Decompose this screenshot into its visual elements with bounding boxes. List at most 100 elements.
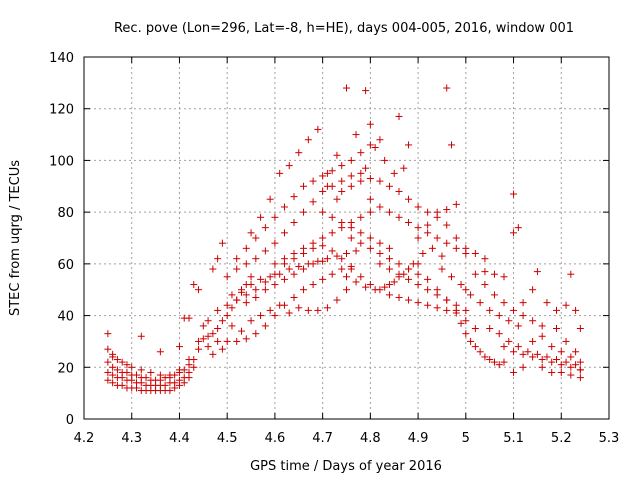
data-point-marker <box>553 356 560 364</box>
data-point-marker <box>271 239 279 247</box>
data-point-marker <box>543 299 551 307</box>
data-point-marker <box>109 363 117 371</box>
data-point-marker <box>109 371 117 379</box>
data-point-marker <box>443 206 451 214</box>
data-point-marker <box>338 187 346 195</box>
data-point-marker <box>290 193 298 201</box>
data-point-marker <box>357 273 365 281</box>
y-tick-labels: 0 20 40 60 80 100 120 140 <box>49 51 74 428</box>
data-point-marker <box>510 368 518 376</box>
data-point-marker <box>261 224 269 232</box>
data-point-marker <box>533 268 541 276</box>
data-point-marker <box>319 234 327 242</box>
data-point-marker <box>548 368 556 376</box>
data-point-marker <box>343 250 350 258</box>
y-tick-label: 120 <box>49 103 74 118</box>
data-point-marker <box>357 177 365 185</box>
data-point-marker <box>543 353 551 361</box>
data-point-marker <box>500 343 508 351</box>
data-point-marker <box>328 247 336 255</box>
x-tick-label: 4.5 <box>217 431 238 446</box>
data-point-marker <box>548 358 556 366</box>
data-point-marker <box>261 278 269 286</box>
data-point-marker <box>233 296 241 304</box>
data-point-marker <box>123 368 131 376</box>
data-point-marker <box>424 301 432 309</box>
data-point-marker <box>266 195 274 203</box>
data-point-marker <box>457 319 465 327</box>
data-point-marker <box>137 366 145 374</box>
data-point-marker <box>328 167 336 175</box>
x-tick-label: 4.4 <box>169 431 190 446</box>
data-point-marker <box>452 234 460 242</box>
data-point-marker <box>218 239 226 247</box>
x-tick-label: 5.3 <box>599 431 620 446</box>
data-point-marker <box>338 265 346 273</box>
data-point-marker <box>567 371 575 379</box>
data-point-marker <box>357 239 365 247</box>
data-point-marker <box>295 262 303 270</box>
data-point-marker <box>195 286 203 294</box>
data-point-marker <box>233 337 241 345</box>
data-point-marker <box>133 371 140 379</box>
data-point-marker <box>576 325 584 332</box>
data-point-marker <box>209 350 217 358</box>
data-point-marker <box>457 281 465 289</box>
data-point-marker <box>252 234 260 242</box>
data-point-marker <box>161 381 169 389</box>
data-point-marker <box>486 306 494 314</box>
data-point-marker <box>252 286 260 294</box>
data-point-marker <box>495 330 503 338</box>
data-point-marker <box>424 275 432 283</box>
data-point-marker <box>347 182 355 190</box>
data-point-marker <box>257 275 265 283</box>
data-point-marker <box>319 242 327 250</box>
data-point-marker <box>309 177 317 185</box>
data-point-marker <box>409 260 417 268</box>
data-point-marker <box>371 144 379 151</box>
data-point-marker <box>233 265 241 273</box>
data-point-marker <box>381 156 389 164</box>
data-point-marker <box>328 213 336 221</box>
data-point-marker <box>376 239 384 247</box>
data-point-marker <box>118 358 126 366</box>
data-point-marker <box>285 162 293 170</box>
data-point-marker <box>223 273 231 281</box>
data-point-marker <box>567 353 575 361</box>
data-point-marker <box>357 149 365 157</box>
data-point-marker <box>395 213 403 221</box>
data-point-marker <box>467 291 475 299</box>
data-point-marker <box>376 203 384 211</box>
x-tick-label: 4.9 <box>408 431 429 446</box>
chart-title: Rec. pove (Lon=296, Lat=-8, h=HE), days … <box>114 21 574 36</box>
data-point-marker <box>481 281 489 289</box>
data-point-marker <box>199 322 207 330</box>
data-point-marker <box>123 361 131 369</box>
data-point-marker <box>300 286 308 294</box>
data-point-marker <box>175 376 183 384</box>
data-point-marker <box>190 363 198 371</box>
data-point-marker <box>452 309 460 317</box>
data-point-marker <box>276 169 284 177</box>
data-point-marker <box>352 131 360 139</box>
y-axis-label: STEC from uqrg / TECUs <box>8 160 23 316</box>
data-point-marker <box>290 218 298 226</box>
data-point-marker <box>514 343 522 351</box>
data-point-marker <box>400 164 408 172</box>
data-point-marker <box>214 325 222 332</box>
data-point-marker <box>443 239 451 247</box>
data-point-marker <box>266 306 274 314</box>
data-point-marker <box>362 164 370 172</box>
x-tick-label: 5 <box>462 431 470 446</box>
data-point-marker <box>371 286 379 294</box>
data-point-marker <box>323 255 331 263</box>
data-point-marker <box>366 120 374 128</box>
data-point-marker <box>424 221 432 229</box>
data-point-marker <box>433 234 441 242</box>
data-point-marker <box>319 187 327 195</box>
data-point-marker <box>553 325 560 332</box>
x-tick-label: 4.2 <box>74 431 95 446</box>
data-point-marker <box>156 348 164 356</box>
data-point-marker <box>304 136 312 144</box>
data-point-marker <box>319 275 327 283</box>
